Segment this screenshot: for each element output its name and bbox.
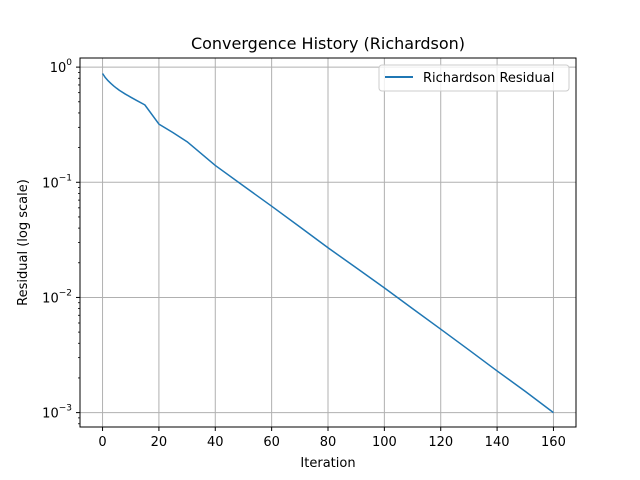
legend-box: [378, 64, 570, 92]
plot-lines: [101, 73, 554, 414]
x-tick-label: 0: [98, 435, 106, 450]
y-tick-label: 10−1: [42, 173, 72, 191]
x-tick-label: 120: [428, 435, 453, 450]
series-line: [101, 73, 554, 414]
x-tick-label: 80: [320, 435, 337, 450]
x-tick-label: 60: [263, 435, 280, 450]
chart-title: Convergence History (Richardson): [191, 34, 465, 53]
x-axis-label: Iteration: [300, 456, 355, 471]
legend: Richardson Residual: [378, 64, 570, 92]
x-tick-label: 140: [485, 435, 510, 450]
y-axis-ticks: 100 10−1 10−2 10−3: [42, 58, 80, 425]
y-tick-label: 10−3: [42, 404, 72, 422]
x-tick-label: 100: [372, 435, 397, 450]
x-tick-label: 20: [151, 435, 168, 450]
y-tick-label: 10−2: [42, 288, 72, 306]
x-axis-ticks: 0 20 40 60 80 100 120 140 160: [98, 427, 566, 450]
y-tick-label: 100: [50, 58, 73, 76]
legend-label: Richardson Residual: [423, 71, 554, 86]
x-tick-label: 40: [207, 435, 224, 450]
y-axis-label: Residual (log scale): [16, 179, 31, 306]
x-tick-label: 160: [541, 435, 566, 450]
